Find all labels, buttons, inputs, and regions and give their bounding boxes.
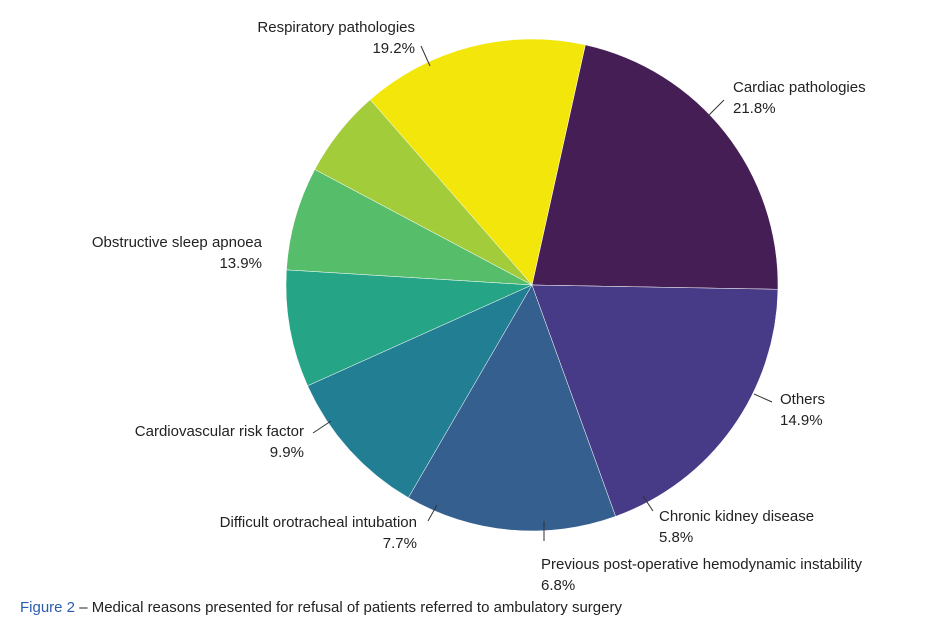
- leader-lines: [312, 45, 773, 541]
- slice-others: [369, 38, 586, 286]
- label-value-others: 14.9%: [780, 412, 823, 429]
- leader-line-cardiovascular-risk-factor: [312, 420, 332, 434]
- slice-obstructive-sleep-apnoea: [408, 284, 616, 532]
- label-value-obstructive-sleep-apnoea: 13.9%: [219, 255, 262, 272]
- label-name-difficult-orotracheal-intubation: Difficult orotracheal intubation: [220, 514, 417, 531]
- label-value-difficult-orotracheal-intubation: 7.7%: [383, 535, 417, 552]
- label-name-others: Others: [780, 391, 825, 408]
- slice-previous-post-operative-hemodynamic-instability: [286, 169, 533, 286]
- label-value-previous-post-operative-hemodynamic-instability: 6.8%: [541, 577, 575, 594]
- leader-line-chronic-kidney-disease: [642, 495, 654, 512]
- label-value-cardiac-pathologies: 21.8%: [733, 100, 776, 117]
- leader-line-cardiac-pathologies: [706, 99, 725, 118]
- slice-labels: Cardiac pathologies 21.8% Others 14.9% Chron…: [92, 19, 866, 594]
- leader-line-difficult-orotracheal-intubation: [427, 504, 438, 522]
- label-value-respiratory-pathologies: 19.2%: [372, 40, 415, 57]
- slice-difficult-orotracheal-intubation: [285, 269, 533, 387]
- label-name-cardiac-pathologies: Cardiac pathologies: [733, 79, 866, 96]
- figure-caption-text: – Medical reasons presented for refusal …: [75, 599, 622, 616]
- label-value-chronic-kidney-disease: 5.8%: [659, 529, 693, 546]
- label-value-cardiovascular-risk-factor: 9.9%: [270, 444, 304, 461]
- label-name-respiratory-pathologies: Respiratory pathologies: [257, 19, 415, 36]
- leader-line-respiratory-pathologies: [420, 45, 431, 67]
- slice-cardiac-pathologies: [531, 44, 779, 290]
- figure-number: Figure 2: [20, 599, 76, 616]
- label-name-cardiovascular-risk-factor: Cardiovascular risk factor: [135, 423, 304, 440]
- slice-respiratory-pathologies: [531, 284, 779, 517]
- label-name-chronic-kidney-disease: Chronic kidney disease: [659, 508, 814, 525]
- label-name-previous-post-operative-hemodynamic-instability: Previous post-operative hemodynamic inst…: [541, 556, 862, 573]
- pie-slices: [285, 38, 779, 532]
- leader-line-others: [753, 393, 773, 403]
- figure-caption: Figure 2 – Medical reasons presented for…: [20, 599, 622, 616]
- label-name-obstructive-sleep-apnoea: Obstructive sleep apnoea: [92, 234, 263, 251]
- slice-cardiovascular-risk-factor: [307, 284, 533, 499]
